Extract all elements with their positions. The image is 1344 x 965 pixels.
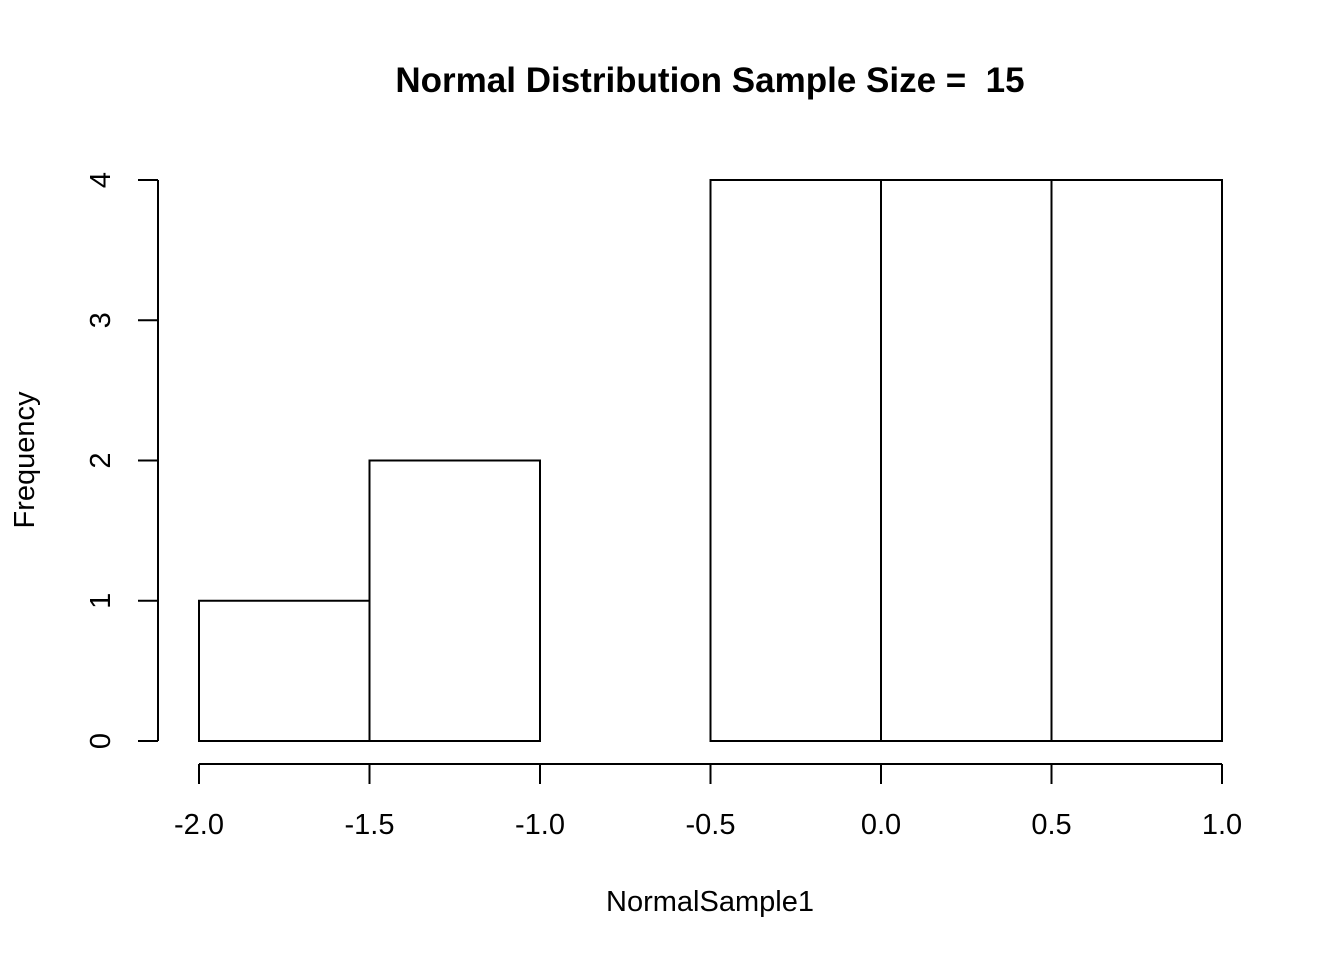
histogram-bar [198, 599, 371, 742]
y-axis: 0 1 2 3 4 [85, 172, 159, 749]
chart-title: Normal Distribution Sample Size = 15 [395, 61, 1024, 100]
x-tick-label: -2.0 [174, 809, 224, 841]
histogram-bar [880, 179, 1053, 742]
x-tick-label: -1.5 [345, 809, 395, 841]
x-tick-label: -1.0 [515, 809, 565, 841]
y-tick-label: 4 [85, 172, 117, 188]
histogram-bar [709, 179, 882, 742]
y-tick-label: 2 [85, 452, 117, 468]
histogram-bar [368, 459, 541, 742]
x-axis-label: NormalSample1 [606, 886, 814, 918]
histogram-bar [1050, 179, 1223, 742]
x-axis: -2.0 -1.5 -1.0 -0.5 0.0 0.5 1.0 [174, 763, 1242, 841]
y-axis-label: Frequency [9, 391, 41, 529]
y-tick-label: 1 [85, 593, 117, 609]
histogram-bars [198, 179, 1223, 742]
x-tick-label: -0.5 [686, 809, 736, 841]
x-tick-label: 1.0 [1202, 809, 1242, 841]
y-tick-label: 0 [85, 733, 117, 749]
x-tick-label: 0.5 [1031, 809, 1071, 841]
x-tick-label: 0.0 [861, 809, 901, 841]
y-tick-label: 3 [85, 312, 117, 328]
